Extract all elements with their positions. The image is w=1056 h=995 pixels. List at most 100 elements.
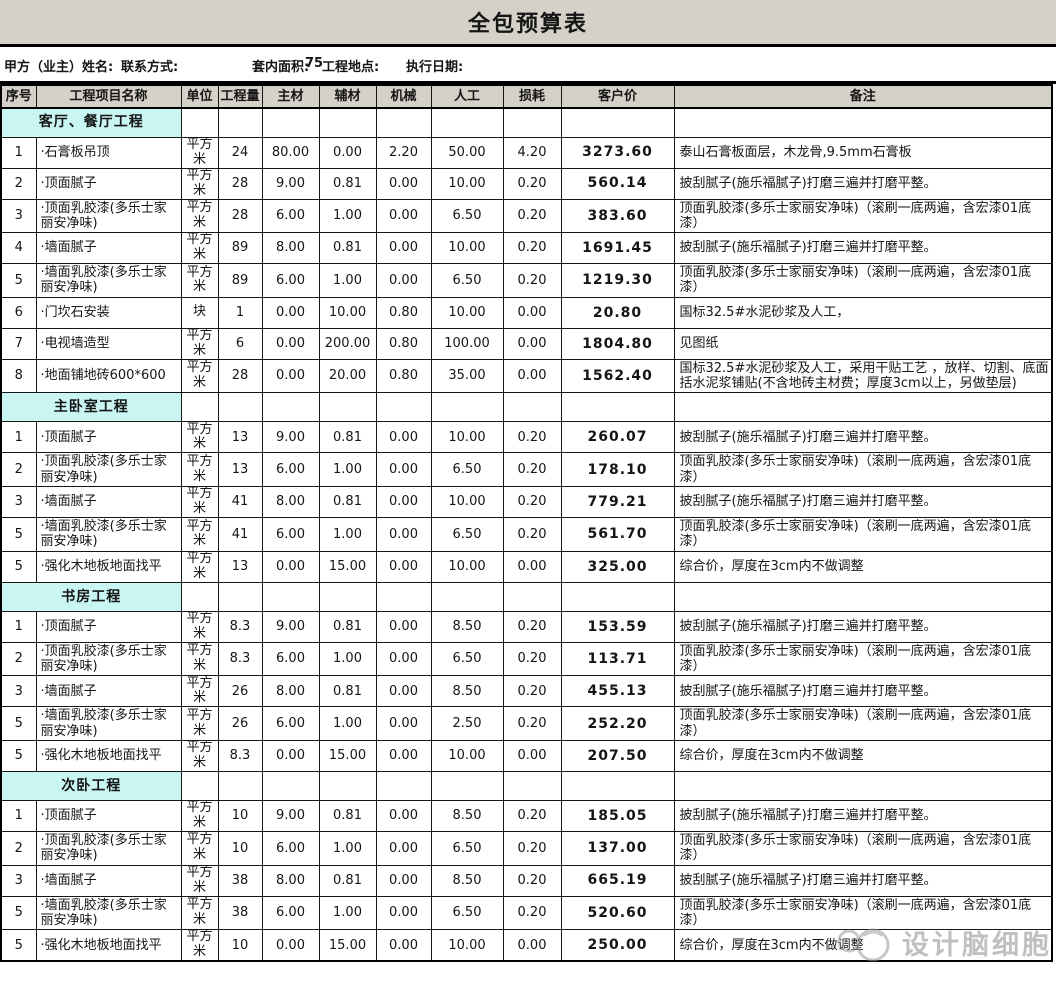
- cell-main: 8.00: [261, 232, 320, 265]
- cell-unit: 平方米: [180, 167, 219, 200]
- cell-seq: 8: [0, 358, 37, 394]
- cell-price: 1804.80: [560, 327, 675, 360]
- cell-labor: 8.50: [430, 610, 504, 643]
- cell-labor: 10.00: [430, 550, 504, 583]
- cell-name: ·顶面乳胶漆(多乐士家丽安净味): [35, 831, 182, 866]
- cell-main: 6.00: [261, 263, 320, 298]
- cell-unit: 平方米: [180, 486, 219, 519]
- cell-aux: 0.81: [318, 167, 377, 200]
- cell-name: ·石膏板吊顶: [35, 136, 182, 169]
- cell-loss: 0.20: [502, 421, 562, 454]
- cell-name: ·顶面乳胶漆(多乐士家丽安净味): [35, 198, 182, 234]
- cell-aux: 1.00: [318, 198, 377, 234]
- cell-seq: 1: [0, 421, 37, 454]
- cell-main: 9.00: [261, 800, 320, 833]
- cell-qty: 13: [217, 452, 263, 488]
- table-row: 1 ·石膏板吊顶 平方米 24 80.00 0.00 2.20 50.00 4.20 3273.6…: [0, 136, 1053, 169]
- cell-labor: 10.00: [430, 296, 504, 329]
- cell-price: 20.80: [560, 296, 675, 329]
- cell-name: ·顶面乳胶漆(多乐士家丽安净味): [35, 452, 182, 488]
- cell-price: 325.00: [560, 550, 675, 583]
- cell-loss: 0.20: [502, 831, 562, 866]
- cell-loss: 0.20: [502, 800, 562, 833]
- cell-mach: 0.00: [375, 550, 432, 583]
- cell-seq: 6: [0, 296, 37, 329]
- section-title: 主卧室工程: [0, 392, 182, 423]
- cell-price: 383.60: [560, 198, 675, 234]
- cell-aux: 1.00: [318, 895, 377, 931]
- empty-cell: [673, 581, 1053, 612]
- date-label: 执行日期:: [406, 60, 464, 75]
- cell-seq: 5: [0, 706, 37, 742]
- cell-mach: 0.00: [375, 517, 432, 552]
- cell-name: ·墙面乳胶漆(多乐士家丽安净味): [35, 706, 182, 742]
- cell-price: 3273.60: [560, 136, 675, 169]
- cell-seq: 3: [0, 198, 37, 234]
- cell-main: 6.00: [261, 706, 320, 742]
- cell-main: 9.00: [261, 167, 320, 200]
- empty-cell: [261, 107, 320, 138]
- empty-cell: [375, 107, 432, 138]
- cell-qty: 10: [217, 831, 263, 866]
- cell-qty: 28: [217, 198, 263, 234]
- page-title: 全包预算表: [0, 0, 1056, 47]
- cell-mach: 0.00: [375, 864, 432, 897]
- cell-main: 0.00: [261, 740, 320, 773]
- table-row: 3 ·墙面腻子 平方米 41 8.00 0.81 0.00 10.00 0.20 779.21 披刮…: [0, 486, 1053, 519]
- section-row: 主卧室工程: [0, 392, 1053, 423]
- table-row: 6 ·门坎石安装块 1 0.00 10.00 0.80 10.00 0.00 20.80 国标32…: [0, 296, 1053, 329]
- empty-cell: [673, 392, 1053, 423]
- cell-price: 252.20: [560, 706, 675, 742]
- cell-name: ·强化木地板地面找平: [35, 740, 182, 773]
- cell-aux: 15.00: [318, 740, 377, 773]
- cell-remark: 国标32.5#水泥砂浆及人工，: [673, 296, 1053, 329]
- cell-main: 0.00: [261, 550, 320, 583]
- cell-aux: 20.00: [318, 358, 377, 394]
- cell-price: 455.13: [560, 675, 675, 708]
- cell-labor: 10.00: [430, 232, 504, 265]
- cell-unit: 平方米: [180, 895, 219, 931]
- cell-name: ·地面铺地砖600*600: [35, 358, 182, 394]
- cell-remark: 顶面乳胶漆(多乐士家丽安净味)（滚刷一底两遍，含宏漆01底漆）: [673, 452, 1053, 488]
- cell-mach: 0.80: [375, 327, 432, 360]
- empty-cell: [502, 392, 562, 423]
- empty-cell: [180, 771, 219, 802]
- table-row: 4 ·墙面腻子 平方米 89 8.00 0.81 0.00 10.00 0.20 1691.45 披…: [0, 232, 1053, 265]
- cell-loss: 4.20: [502, 136, 562, 169]
- owner-name-label: 甲方（业主）姓名:: [4, 60, 114, 75]
- cell-name: ·墙面乳胶漆(多乐士家丽安净味): [35, 895, 182, 931]
- cell-aux: 1.00: [318, 452, 377, 488]
- table-row: 1 ·顶面腻子 平方米 13 9.00 0.81 0.00 10.00 0.20 260.07 披刮…: [0, 421, 1053, 454]
- cell-labor: 10.00: [430, 740, 504, 773]
- cell-main: 6.00: [261, 895, 320, 931]
- cell-labor: 6.50: [430, 198, 504, 234]
- cell-aux: 1.00: [318, 263, 377, 298]
- cell-loss: 0.20: [502, 517, 562, 552]
- cell-remark: 披刮腻子(施乐福腻子)打磨三遍并打磨平整。: [673, 610, 1053, 643]
- cell-seq: 5: [0, 517, 37, 552]
- cell-mach: 0.00: [375, 486, 432, 519]
- cell-labor: 6.50: [430, 895, 504, 931]
- cell-mach: 0.00: [375, 452, 432, 488]
- cell-name: ·顶面腻子: [35, 610, 182, 643]
- cell-seq: 5: [0, 929, 37, 962]
- cell-unit: 平方米: [180, 864, 219, 897]
- cell-labor: 100.00: [430, 327, 504, 360]
- cell-main: 0.00: [261, 358, 320, 394]
- cell-qty: 26: [217, 706, 263, 742]
- cell-remark: 顶面乳胶漆(多乐士家丽安净味)（滚刷一底两遍，含宏漆01底漆）: [673, 895, 1053, 931]
- cell-remark: 顶面乳胶漆(多乐士家丽安净味)（滚刷一底两遍，含宏漆01底漆）: [673, 641, 1053, 677]
- cell-price: 520.60: [560, 895, 675, 931]
- table-row: 1 ·顶面腻子 平方米 8.3 9.00 0.81 0.00 8.50 0.20 153.59 披刮…: [0, 610, 1053, 643]
- empty-cell: [180, 107, 219, 138]
- cell-unit: 平方米: [180, 740, 219, 773]
- contact-label: 联系方式:: [121, 60, 179, 75]
- cell-loss: 0.00: [502, 550, 562, 583]
- location-label: 工程地点:: [322, 60, 380, 75]
- cell-main: 80.00: [261, 136, 320, 169]
- cell-unit: 平方米: [180, 831, 219, 866]
- cell-price: 665.19: [560, 864, 675, 897]
- section-title: 客厅、餐厅工程: [0, 107, 182, 138]
- table-row: 5 ·墙面乳胶漆(多乐士家丽安净味) 平方米 41 6.00 1.00 0.00 6.50 0.…: [0, 517, 1053, 552]
- cell-mach: 0.00: [375, 167, 432, 200]
